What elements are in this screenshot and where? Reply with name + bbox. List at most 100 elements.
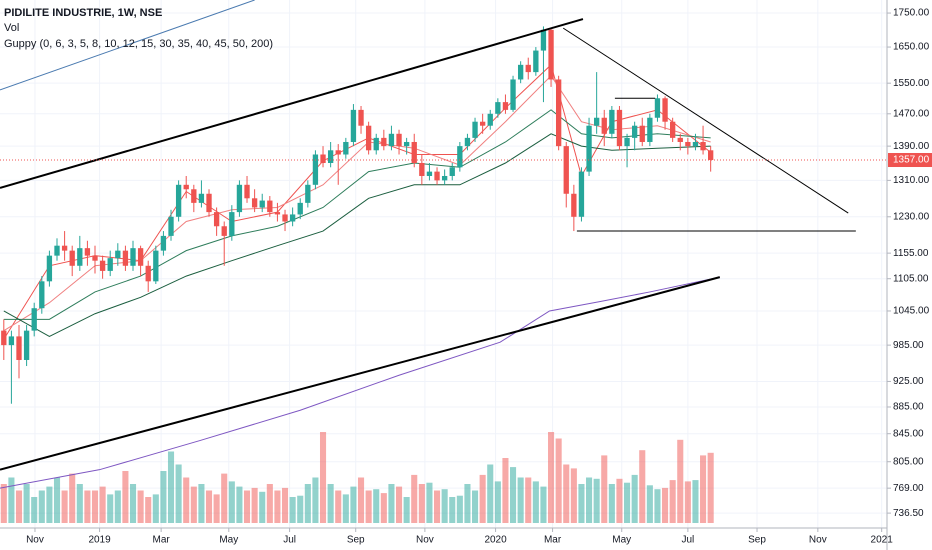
candle-body: [601, 117, 607, 134]
volume-bar: [84, 490, 91, 523]
candle-body: [77, 248, 83, 266]
candle-body: [434, 171, 440, 181]
candle-body: [160, 235, 167, 251]
candle-body: [396, 133, 402, 147]
volume-bar: [608, 484, 615, 523]
candle-body: [39, 281, 45, 309]
volume-bar: [107, 494, 114, 523]
candle-body: [107, 258, 113, 271]
candle-body: [464, 137, 471, 147]
volume-bar: [418, 484, 425, 523]
candle-body: [670, 121, 676, 138]
candle-body: [533, 50, 539, 73]
candle-body: [46, 255, 53, 282]
volume-bar: [221, 473, 228, 523]
candle-body: [677, 137, 683, 142]
x-tick-label: Jul: [681, 535, 694, 546]
candle-body: [137, 248, 144, 266]
volume-bar: [190, 486, 197, 523]
volume-bar: [46, 486, 53, 523]
candle-body: [479, 121, 486, 126]
candle-body: [631, 125, 638, 138]
volume-bar: [304, 484, 311, 523]
volume-bar: [692, 480, 699, 523]
volume-bar: [274, 490, 281, 523]
volume-bar: [616, 478, 623, 523]
candle-body: [229, 212, 235, 236]
volume-bar: [297, 495, 304, 523]
x-tick-label: 2019: [88, 535, 111, 546]
candle-body: [282, 214, 288, 222]
volume-bar: [510, 467, 517, 523]
volume-bar: [175, 464, 182, 523]
y-tick-label: 1105.00: [893, 273, 929, 284]
x-tick-label: Nov: [26, 535, 44, 546]
volume-bar: [388, 484, 395, 523]
volume-bar: [137, 490, 144, 523]
volume-bar: [281, 487, 289, 523]
volume-bar: [8, 477, 15, 523]
candle-body: [624, 137, 630, 147]
candle-body: [517, 64, 524, 80]
volume-bar: [198, 484, 205, 523]
candle-body: [502, 102, 509, 110]
volume-bar: [236, 486, 243, 523]
candle-body: [343, 141, 349, 155]
volume-bar: [593, 478, 600, 523]
volume-bar: [570, 468, 577, 523]
last-price-label: 1357.00: [893, 155, 930, 166]
volume-bar: [540, 486, 547, 523]
candle-body: [487, 113, 493, 126]
candle-body: [206, 193, 212, 213]
volume-bar: [205, 490, 213, 523]
candle-body: [1, 330, 7, 346]
candle-body: [495, 102, 501, 114]
volume-bar: [122, 471, 129, 523]
candle-body: [388, 133, 395, 147]
volume-bar: [183, 477, 190, 523]
volume-bar: [654, 489, 661, 523]
candle-body: [312, 154, 319, 185]
candle-body: [54, 245, 60, 256]
candle-body: [183, 184, 189, 190]
candle-body: [449, 167, 455, 176]
volume-bar: [342, 494, 349, 523]
candle-body: [213, 212, 220, 227]
volume-bar: [669, 480, 676, 523]
candle-body: [115, 250, 121, 259]
volume-bar: [319, 432, 327, 523]
x-tick-label: Nov: [809, 535, 827, 546]
volume-bar: [631, 474, 638, 523]
volume-bar: [677, 439, 684, 523]
candle-body: [335, 150, 341, 155]
candle-body: [647, 117, 653, 142]
volume-bar: [167, 451, 175, 523]
candle-body: [373, 137, 379, 151]
candle-body: [305, 184, 311, 203]
candle-body: [540, 29, 547, 51]
volume-bar: [160, 471, 167, 523]
candle-body: [69, 250, 75, 266]
volume-bar: [487, 464, 494, 523]
grid: [0, 0, 887, 528]
candle-body: [510, 79, 516, 110]
volume-bar: [403, 497, 410, 523]
candle-body: [403, 141, 410, 147]
candle-body: [145, 265, 151, 282]
y-tick-label: 1230.00: [893, 211, 930, 222]
volume-bar: [145, 497, 152, 523]
candle-body: [654, 98, 661, 118]
y-tick-label: 985.00: [893, 340, 924, 351]
chart-title: PIDILITE INDUSTRIE, 1W, NSE: [4, 7, 162, 19]
candle-body: [571, 193, 577, 217]
last-price-tag: [888, 153, 932, 168]
candle-body: [198, 193, 205, 203]
volume-bar: [586, 477, 593, 523]
x-tick-label: 2021: [871, 535, 894, 546]
candle-body: [472, 121, 478, 138]
volume-bar: [0, 484, 7, 523]
guppy-line: [3, 63, 711, 340]
volume-bar: [61, 490, 68, 523]
volume-bar: [365, 490, 372, 523]
